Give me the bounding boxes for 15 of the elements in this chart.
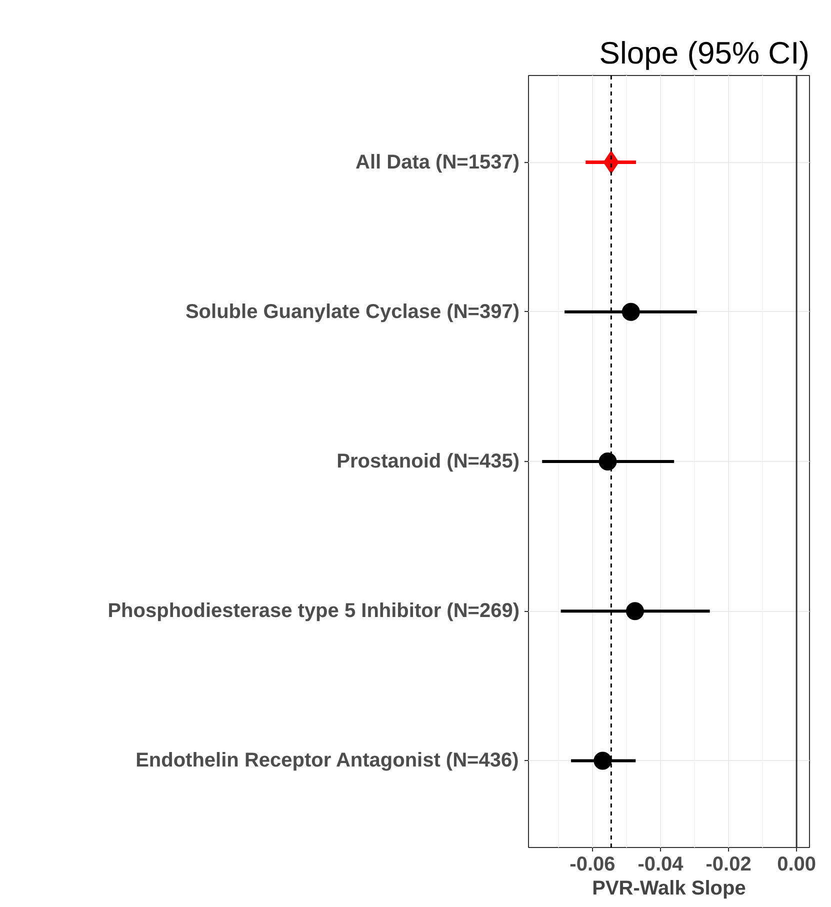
point <box>626 602 644 620</box>
x-tick-label: 0.00 <box>777 854 816 876</box>
chart-title: Slope (95% CI) <box>599 36 810 70</box>
y-tick-label: Phosphodiesterase type 5 Inhibitor (N=269) <box>108 600 520 622</box>
x-tick-label: -0.02 <box>706 854 752 876</box>
y-tick-label: Prostanoid (N=435) <box>336 450 520 472</box>
y-tick-label: Soluble Guanylate Cyclase (N=397) <box>185 300 520 323</box>
point <box>622 302 640 321</box>
y-tick-label: Endothelin Receptor Antagonist (N=436) <box>136 750 519 772</box>
x-tick-label: -0.04 <box>638 854 684 876</box>
y-tick-label: All Data (N=1537) <box>356 151 520 174</box>
point <box>594 752 612 770</box>
x-tick-label: -0.06 <box>570 854 616 876</box>
point <box>598 452 617 470</box>
x-axis-title: PVR-Walk Slope <box>592 878 746 900</box>
